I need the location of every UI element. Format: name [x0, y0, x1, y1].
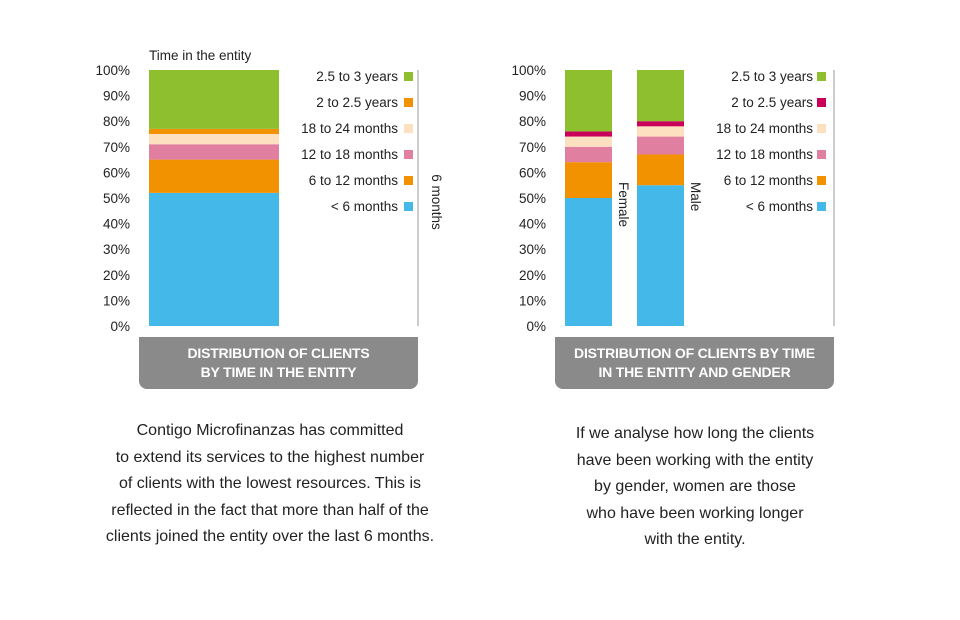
chart-1-legend-label: 2.5 to 3 years	[316, 69, 398, 84]
chart-2-legend-label: < 6 months	[746, 199, 813, 214]
chart-1-y-tick: 70%	[103, 140, 130, 155]
chart-2-bar-segment	[565, 70, 612, 132]
chart-2-bar-segment	[565, 146, 612, 163]
chart-2-y-tick: 20%	[519, 268, 546, 283]
chart-2-legend-label: 6 to 12 months	[724, 173, 814, 188]
chart-2-bar-segment	[637, 154, 684, 186]
chart-1-y-tick: 50%	[103, 191, 130, 206]
chart-2-bar-segment	[565, 136, 612, 147]
chart-1-legend-swatch	[404, 124, 413, 133]
chart-2-bar-segment	[565, 162, 612, 198]
chart-2-legend-swatch	[817, 150, 826, 159]
chart-2-legend-label: 2 to 2.5 years	[731, 95, 813, 110]
chart-1-y-tick: 90%	[103, 89, 130, 104]
chart-1-legend-swatch	[404, 98, 413, 107]
chart-1-y-tick: 60%	[103, 165, 130, 180]
chart-2-y-tick: 30%	[519, 242, 546, 257]
chart-1-bar-segment	[149, 134, 279, 145]
chart-1-legend-label: 18 to 24 months	[301, 121, 398, 136]
chart-1-legend-label: 2 to 2.5 years	[316, 95, 398, 110]
chart-2-y-tick: 60%	[519, 165, 546, 180]
chart-2-legend-label: 12 to 18 months	[716, 147, 813, 162]
chart-2-category-label: Male	[688, 182, 703, 211]
chart-2-bar-segment	[637, 70, 684, 122]
chart-1-legend-swatch	[404, 176, 413, 185]
chart-2-y-tick: 40%	[519, 217, 546, 232]
chart-2-y-tick: 50%	[519, 191, 546, 206]
chart-1-bar-segment	[149, 128, 279, 134]
chart-1-y-tick: 20%	[103, 268, 130, 283]
chart-1-bar-segment	[149, 70, 279, 129]
chart-1-legend-swatch	[404, 150, 413, 159]
chart-1-banner: DISTRIBUTION OF CLIENTS BY TIME IN THE E…	[139, 337, 418, 389]
chart-2-description: If we analyse how long the clients have …	[575, 425, 815, 548]
chart-1-bar-segment	[149, 192, 279, 326]
chart-1-legend-swatch	[404, 202, 413, 211]
chart-1-y-tick: 40%	[103, 217, 130, 232]
chart-2-legend-swatch	[817, 202, 826, 211]
chart-1-legend-label: 6 to 12 months	[309, 173, 399, 188]
chart-2-y-tick: 90%	[519, 89, 546, 104]
chart-2-legend-swatch	[817, 72, 826, 81]
chart-1-bar-segment	[149, 159, 279, 193]
chart-2-legend-label: 2.5 to 3 years	[731, 69, 813, 84]
chart-1-title: Time in the entity	[149, 48, 252, 63]
chart-1-description: Contigo Microfinanzas has committed to e…	[105, 422, 435, 545]
chart-2-legend-swatch	[817, 176, 826, 185]
chart-1-y-tick: 80%	[103, 114, 130, 129]
chart-2-banner: DISTRIBUTION OF CLIENTS BY TIME IN THE E…	[555, 337, 834, 389]
chart-2-y-tick: 0%	[526, 319, 546, 334]
chart-1-legend-label: 12 to 18 months	[301, 147, 398, 162]
chart-2-bar-segment	[565, 198, 612, 326]
chart-1-legend-swatch	[404, 72, 413, 81]
chart-2-bar-segment	[637, 136, 684, 155]
chart-1-y-tick: 0%	[110, 319, 130, 334]
chart-2-y-tick: 100%	[511, 63, 546, 78]
chart-2-y-tick: 10%	[519, 293, 546, 308]
chart-1-y-tick: 10%	[103, 293, 130, 308]
chart-1-side-label: 6 months	[429, 174, 444, 230]
chart-1-legend-label: < 6 months	[331, 199, 398, 214]
chart-2-bar-segment	[637, 126, 684, 137]
chart-2-bar-segment	[637, 185, 684, 326]
chart-2-bar-segment	[565, 131, 612, 137]
chart-1-bar-segment	[149, 144, 279, 160]
chart-2-legend-swatch	[817, 124, 826, 133]
chart-2-category-label: Female	[616, 182, 631, 227]
chart-2-legend-swatch	[817, 98, 826, 107]
chart-1-y-tick: 30%	[103, 242, 130, 257]
chart-2-bar-segment	[637, 121, 684, 127]
chart-1-y-tick: 100%	[95, 63, 130, 78]
chart-2-legend-label: 18 to 24 months	[716, 121, 813, 136]
chart-2-y-tick: 70%	[519, 140, 546, 155]
chart-2-y-tick: 80%	[519, 114, 546, 129]
